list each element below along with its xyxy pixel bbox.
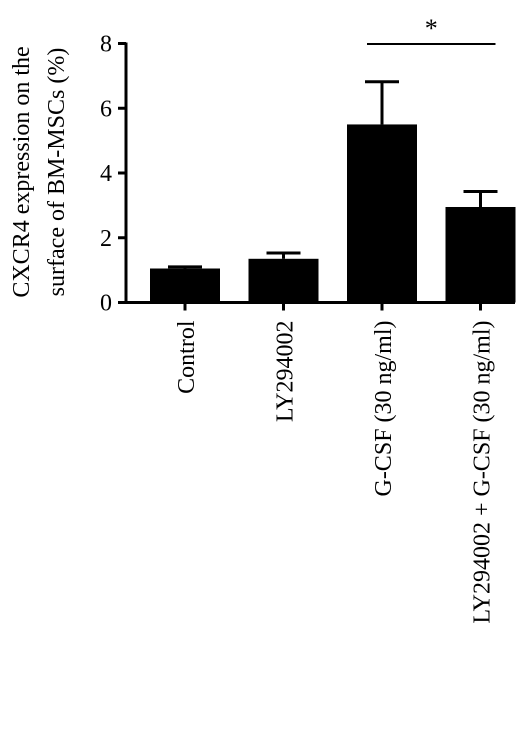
y-tick-label-4: 4 (100, 161, 112, 187)
x-tick-label-1: LY294002 (273, 321, 299, 423)
x-ticks: Control LY294002 G-CSF (30 ng/ml) LY294002 … (174, 302, 496, 624)
y-tick-label-0: 0 (100, 291, 112, 317)
bar-1 (248, 258, 319, 303)
x-tick-label-0: Control (174, 320, 200, 394)
bars (150, 124, 516, 303)
y-ticks: 0 2 4 6 8 (100, 32, 126, 317)
error-bars (168, 80, 498, 269)
x-tick-label-2: G-CSF (30 ng/ml) (371, 321, 397, 497)
y-tick-label-2: 2 (100, 226, 112, 252)
bar-0 (150, 268, 220, 303)
y-axis-label-line-2: surface of BM-MSCs (%) (44, 48, 70, 297)
y-tick-label-8: 8 (100, 32, 112, 58)
x-tick-label-3: LY294002 + G-CSF (30 ng/ml) (470, 321, 496, 624)
significance-label: * (425, 14, 438, 43)
y-axis-label-line-1: CXCR4 expression on the (9, 46, 35, 297)
significance-annotation: * (367, 14, 496, 45)
y-axis-label: CXCR4 expression on the surface of BM-MS… (9, 46, 70, 297)
bar-2 (347, 124, 417, 303)
bar-3 (445, 206, 516, 303)
y-tick-label-6: 6 (100, 96, 112, 122)
